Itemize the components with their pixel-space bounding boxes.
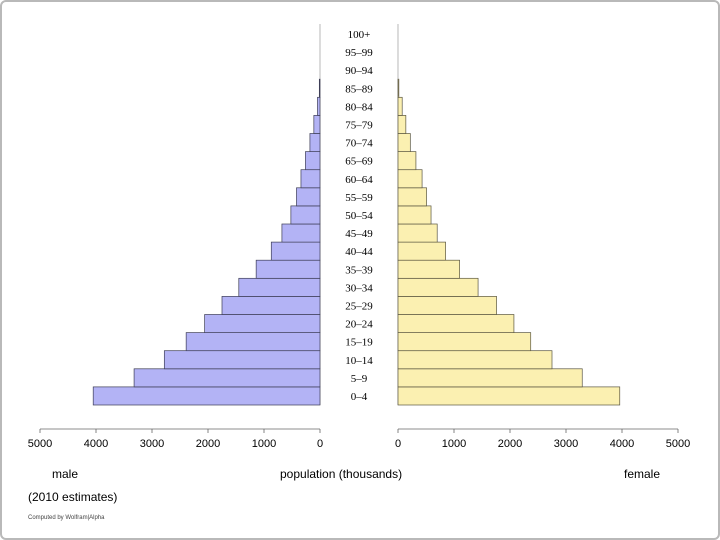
female-bar [397,350,553,370]
age-group-label: 70–74 [345,138,373,150]
male-bar [238,277,321,297]
age-group-label: 20–24 [345,319,373,331]
female-tick-label: 5000 [666,438,690,450]
age-group-label: 45–49 [345,228,373,240]
female-tick-label: 0 [395,438,401,450]
male-bar [313,115,321,134]
age-group-label: 75–79 [345,119,373,131]
male-bar [309,133,321,152]
female-tick-label: 2000 [498,438,522,450]
age-group-label: 55–59 [345,192,373,204]
male-bar [255,259,321,279]
female-bar [397,205,432,225]
male-bar [270,241,321,261]
female-bar [397,96,403,116]
age-group-label: 5–9 [351,373,368,385]
female-label: female [624,467,661,481]
male-bar [318,78,321,98]
female-bar [397,314,515,333]
age-group-label: 25–29 [345,300,373,312]
age-group-label: 40–44 [345,246,373,258]
female-bar [397,115,407,134]
male-label: male [52,467,79,481]
male-bar [281,223,321,243]
female-bar [397,332,532,352]
age-group-label: 80–84 [345,101,373,113]
male-tick-label: 3000 [140,438,164,450]
x-axis-label: population (thousands) [280,467,403,481]
female-bar [397,169,423,189]
age-group-label: 15–19 [345,337,373,349]
age-group-label: 85–89 [345,83,373,95]
age-group-label: 30–34 [345,282,373,294]
credit-text: Computed by Wolfram|Alpha [28,515,105,521]
subtitle: (2010 estimates) [28,490,118,504]
female-bar [397,241,446,261]
male-tick-label: 1000 [252,438,276,450]
female-bar [397,277,479,297]
age-group-label: 10–14 [345,355,373,367]
female-bar [397,386,621,406]
male-bar [221,296,321,315]
male-tick-label: 0 [317,438,323,450]
male-tick-label: 2000 [196,438,220,450]
male-bar [185,332,321,352]
male-bar [92,386,321,406]
age-group-label: 35–39 [345,264,373,276]
female-bar [397,133,411,152]
female-bar [397,151,417,171]
age-group-label: 60–64 [345,174,373,186]
male-bar [204,314,321,333]
female-bar [397,259,460,279]
female-bar [397,296,497,315]
male-tick-label: 4000 [84,438,108,450]
age-group-label: 65–69 [345,156,373,168]
age-group-label: 100+ [348,29,371,41]
male-tick-label: 5000 [28,438,52,450]
female-bar [397,78,400,98]
age-group-label: 95–99 [345,47,373,59]
female-tick-label: 3000 [554,438,578,450]
female-bar [397,187,427,207]
male-bar [296,187,321,207]
female-tick-label: 4000 [610,438,634,450]
male-bar [163,350,321,370]
female-bar [397,368,583,388]
female-tick-label: 1000 [442,438,466,450]
male-bar [290,205,321,225]
male-bar [133,368,321,388]
female-bar [397,223,438,243]
male-bar [305,151,321,171]
age-group-label: 0–4 [351,391,368,403]
male-bar [317,96,321,116]
age-group-label: 90–94 [345,65,373,77]
age-group-label: 50–54 [345,210,373,222]
male-bar [300,169,321,189]
